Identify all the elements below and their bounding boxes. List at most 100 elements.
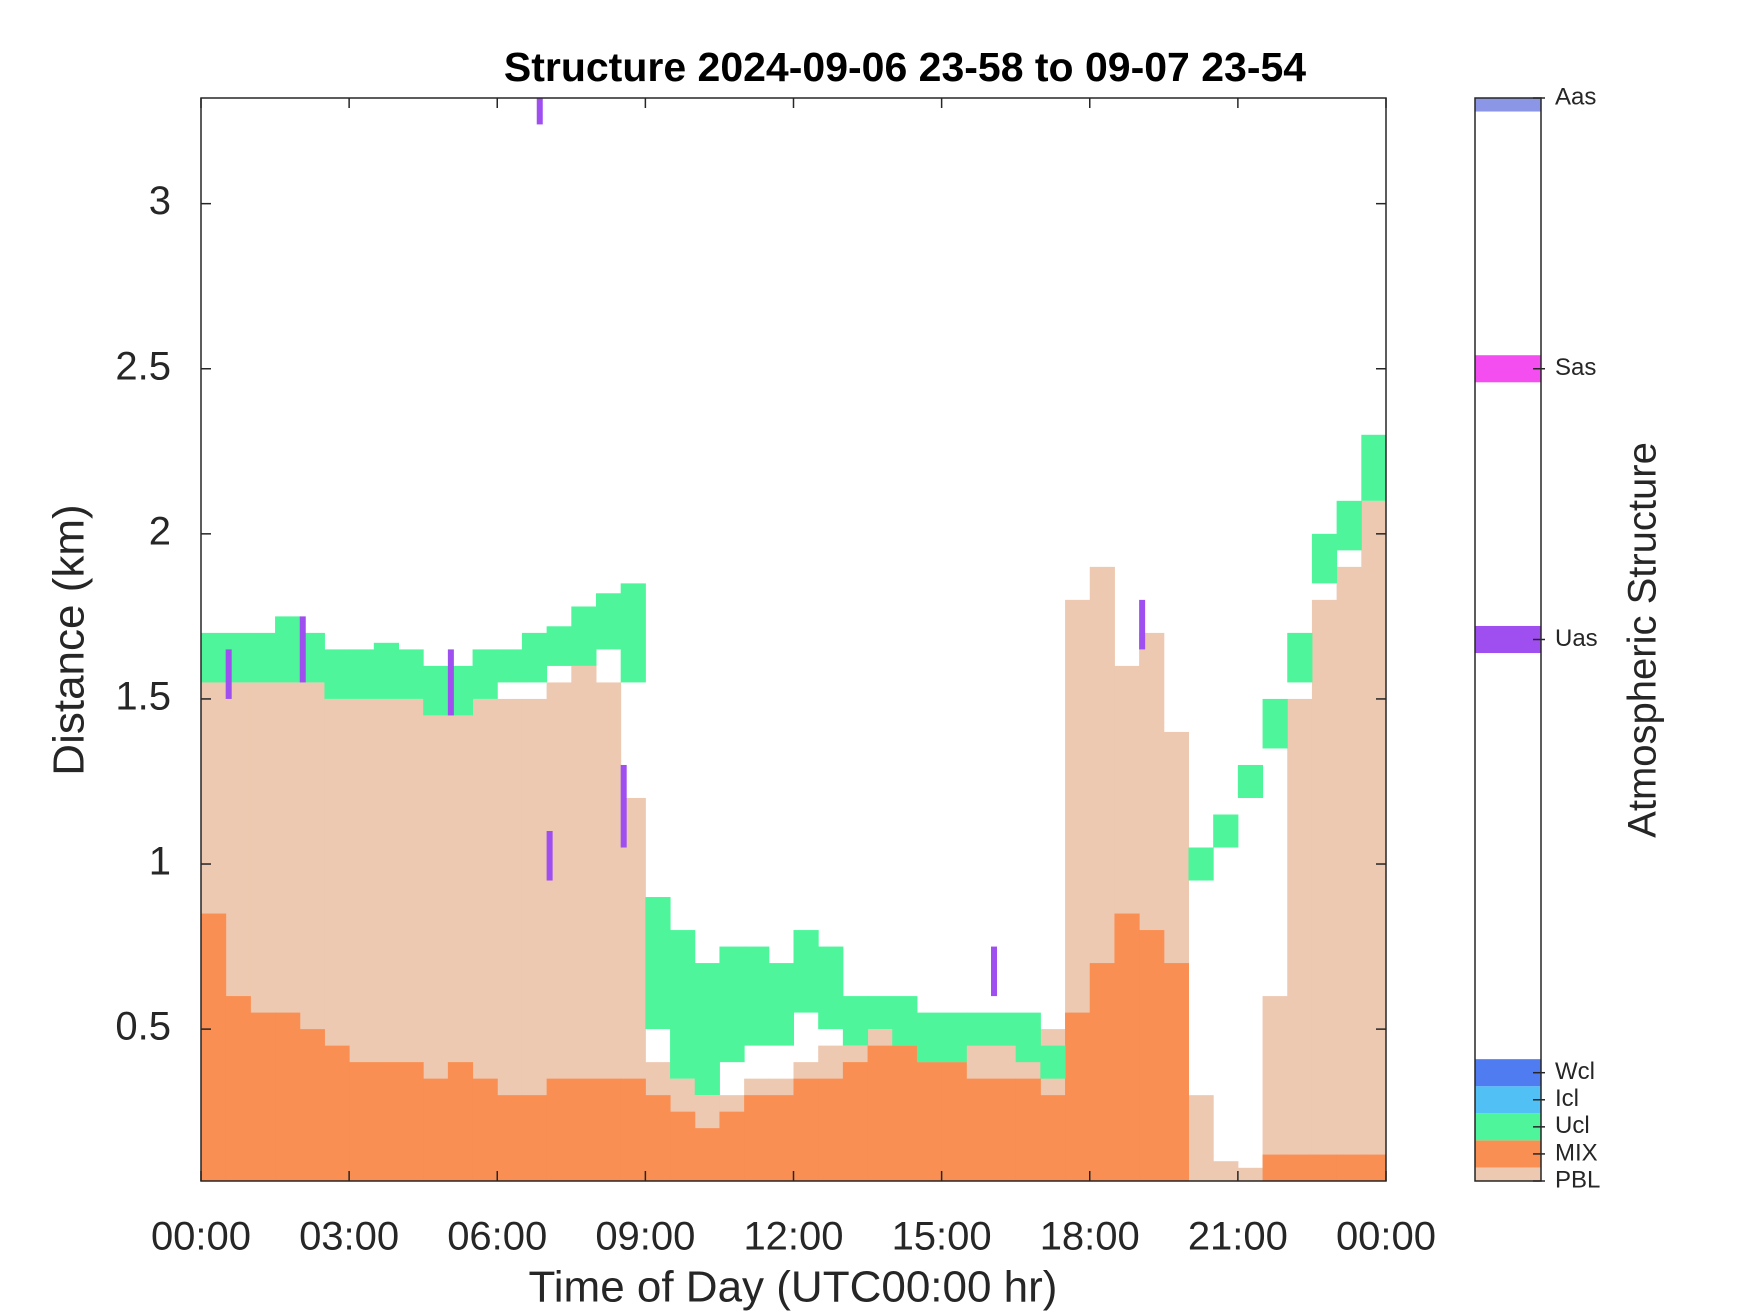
layer-cell [1361,434,1387,501]
layer-cell [719,946,745,1063]
layer-cell [1262,996,1288,1181]
layer-cell [521,632,548,683]
layer-cell [546,626,572,666]
y-tick-label: 3 [149,179,171,223]
layer-cell [1287,1154,1313,1181]
layer-cell [1213,814,1239,848]
layer-cell [842,996,869,1046]
layer-cell [1361,1154,1387,1181]
layer-cell [398,1062,424,1181]
layer-cell [1311,599,1338,1181]
speck [1139,599,1146,650]
layer-cell [1139,930,1165,1181]
layer-cell [645,1095,671,1181]
layer-cell [941,1012,967,1063]
layer-cell [645,897,671,1030]
layer-cell [1361,500,1387,1181]
colorbar-band [1475,1086,1541,1114]
y-tick-label: 2.5 [115,344,171,388]
layer-cell [225,996,251,1181]
colorbar-band [1475,98,1541,112]
layer-cell [521,1095,548,1181]
layer-cell [694,963,720,1096]
speck [546,831,553,881]
layer-cell [1188,847,1214,881]
layer-cell [423,665,449,716]
layer-cell [1336,500,1362,551]
colorbar-band [1475,625,1541,654]
layer-cell [1015,1078,1041,1181]
speck [620,764,627,848]
layer-cell [867,1045,893,1181]
layer-cell [596,1078,622,1181]
x-tick-label: 06:00 [447,1215,547,1259]
layer-cell [1237,1167,1264,1181]
layer-cell [620,1078,646,1181]
layer-cell [571,606,597,666]
layer-cell [423,1078,449,1181]
layer-cell [546,1078,572,1181]
y-tick-label: 1 [149,840,171,884]
layer-cell [250,632,276,683]
colorbar-label: Atmospheric Structure [1621,442,1665,838]
colorbar-band [1475,1113,1541,1141]
y-tick-label: 1.5 [115,674,171,718]
layer-cell [670,1111,696,1181]
colorbar-band [1475,1059,1541,1087]
x-tick-label: 15:00 [892,1215,992,1259]
layer-cell [620,583,646,683]
x-tick-label: 00:00 [151,1215,251,1259]
layer-cell [892,996,918,1046]
layer-cell [201,913,227,1181]
layer-cell [966,1012,992,1046]
layer-cell [497,649,523,683]
layer-cell [472,649,498,699]
layer-cell [793,930,819,1013]
colorbar-tick-label: Sas [1555,354,1596,381]
layer-cell [1287,632,1313,683]
colorbar-tick-label: Aas [1555,83,1596,110]
layer-cell [596,593,622,650]
layer-cell [349,649,375,699]
layer-cell [818,1078,844,1181]
colorbar-band [1475,355,1541,383]
layer-cell [1040,1045,1066,1079]
x-tick-label: 12:00 [743,1215,843,1259]
layer-cell [1065,1012,1091,1181]
layer-cell [1311,1154,1338,1181]
layer-cell [842,1062,869,1181]
layer-cell [768,1095,794,1181]
colorbar-band [1475,1140,1541,1168]
x-tick-label: 18:00 [1040,1215,1140,1259]
x-tick-label: 03:00 [299,1215,399,1259]
x-tick-label: 00:00 [1336,1215,1436,1259]
x-tick-label: 09:00 [595,1215,695,1259]
layer-cell [1163,963,1189,1181]
layer-cell [373,1062,399,1181]
layer-cell [892,1045,918,1181]
layer-cell [1188,1095,1214,1181]
layer-cell [373,642,399,699]
colorbar-tick-label: Wcl [1555,1058,1595,1085]
layer-cell [497,1095,523,1181]
layer-cell [1213,1161,1239,1181]
layer-cell [744,946,770,1046]
layer-cell [1336,566,1362,1181]
colorbar-tick-label: Icl [1555,1085,1579,1112]
layer-cell [867,996,893,1030]
layer-cell [991,1078,1017,1181]
speck [225,649,232,699]
layer-cell [719,1111,745,1181]
layer-cell [398,649,424,699]
layer-cell [793,1078,819,1181]
colorbar-tick-label: PBL [1555,1166,1600,1193]
speck [447,649,454,716]
chart-title: Structure 2024-09-06 23-58 to 09-07 23-5… [504,44,1306,90]
layer-cell [1262,1154,1288,1181]
colorbar-tick-label: MIX [1555,1139,1598,1166]
layer-cell [670,930,696,1079]
layer-cell [447,1062,474,1181]
speck [991,946,997,997]
speck [299,616,306,683]
